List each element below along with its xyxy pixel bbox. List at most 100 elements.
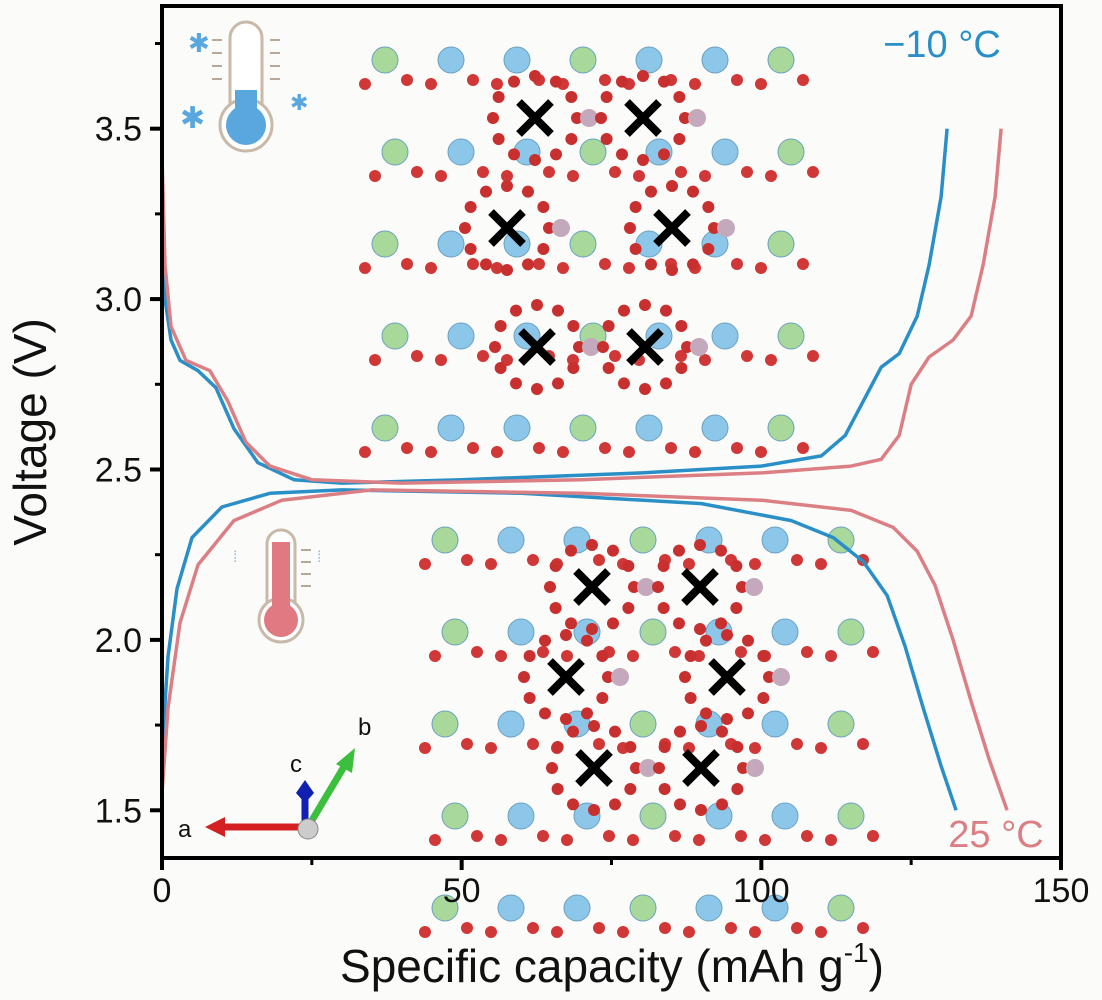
atom — [827, 526, 855, 554]
atom — [837, 802, 865, 830]
series-line-0 — [160, 128, 949, 485]
oxygen-atom — [675, 166, 687, 178]
crystal-structure — [419, 526, 879, 938]
oxygen-atom — [510, 304, 522, 317]
oxygen-atom — [687, 258, 699, 271]
oxygen-atom — [595, 112, 607, 124]
ticks: 0 50 100 150 1.5 2.0 2.5 3.0 3.5 — [95, 41, 1089, 910]
x-tick-label: 100 — [733, 872, 790, 910]
atom — [761, 526, 789, 554]
atom — [629, 894, 657, 922]
oxygen-atom — [492, 91, 505, 103]
atom — [761, 710, 789, 738]
oxygen-atom — [602, 362, 615, 374]
oxygen-atom — [467, 74, 479, 86]
oxygen-atom — [607, 544, 619, 557]
oxygen-atom — [518, 671, 530, 683]
oxygen-atom — [471, 646, 483, 658]
oxygen-atom — [627, 650, 639, 662]
oxygen-atom — [684, 650, 697, 662]
crystal-axis-triad: a b c — [178, 714, 371, 843]
oxygen-atom — [673, 133, 686, 145]
oxygen-atom — [616, 75, 628, 88]
atom — [563, 894, 591, 922]
atom — [447, 138, 475, 166]
atom — [431, 526, 459, 554]
oxygen-atom — [622, 602, 635, 614]
atom — [690, 338, 708, 356]
y-tick-label: 3.0 — [95, 281, 142, 319]
svg-text:⁞: ⁞ — [233, 549, 237, 566]
oxygen-atom — [359, 262, 371, 274]
oxygen-atom — [573, 341, 585, 353]
atom — [381, 138, 409, 166]
atom — [637, 578, 655, 596]
oxygen-atom — [607, 617, 619, 630]
oxygen-atom — [797, 258, 809, 270]
oxygen-atom — [807, 166, 819, 178]
oxygen-atom — [675, 350, 687, 362]
oxygen-atom — [459, 222, 471, 234]
oxygen-atom — [527, 922, 539, 934]
oxygen-atom — [702, 243, 715, 255]
oxygen-atom — [623, 446, 635, 458]
oxygen-atom — [551, 783, 564, 795]
oxygen-atom — [731, 783, 744, 795]
oxygen-atom — [694, 623, 706, 635]
oxygen-atom — [501, 180, 513, 192]
oxygen-atom — [539, 707, 551, 720]
oxygen-atom — [485, 558, 497, 570]
oxygen-atom — [600, 91, 613, 103]
oxygen-atom — [660, 377, 672, 390]
oxygen-atom — [658, 75, 670, 88]
oxygen-atom — [581, 707, 593, 720]
oxygen-atom — [624, 222, 636, 234]
oxygen-atom — [623, 262, 635, 274]
oxygen-atom — [715, 617, 727, 630]
oxygen-atom — [602, 671, 614, 683]
oxygen-atom — [624, 783, 637, 795]
atom — [371, 414, 399, 442]
oxygen-atom — [593, 922, 605, 934]
oxygen-atom — [666, 264, 678, 276]
oxygen-atom — [618, 304, 630, 317]
b-axis-arrow-icon — [336, 748, 355, 773]
oxygen-atom — [508, 148, 520, 161]
oxygen-atom — [501, 170, 513, 182]
oxygen-atom — [565, 617, 577, 630]
oxygen-atom — [679, 112, 691, 124]
oxygen-atom — [674, 798, 686, 811]
oxygen-atom — [533, 258, 545, 270]
atom — [552, 219, 570, 237]
axis-label-b: b — [358, 714, 371, 741]
atom — [437, 230, 465, 258]
oxygen-atom — [628, 581, 640, 593]
oxygen-atom — [586, 623, 598, 635]
oxygen-atom — [489, 341, 501, 353]
axis-label-c: c — [290, 751, 302, 778]
oxygen-atom — [359, 78, 371, 90]
oxygen-atom — [477, 350, 489, 362]
oxygen-atom — [567, 798, 579, 811]
oxygen-atom — [539, 634, 551, 647]
oxygen-atom — [693, 834, 705, 846]
oxygen-atom — [715, 544, 727, 557]
oxygen-atom — [501, 264, 513, 276]
oxygen-atom — [480, 258, 492, 271]
oxygen-atom — [557, 446, 569, 458]
atom — [827, 894, 855, 922]
atom — [771, 618, 799, 646]
atom — [507, 618, 535, 646]
vacancy-x-icon — [488, 209, 526, 247]
oxygen-atom — [425, 262, 437, 274]
atom — [381, 322, 409, 350]
oxygen-atom — [755, 446, 767, 458]
atom — [777, 322, 805, 350]
oxygen-atom — [669, 830, 681, 842]
oxygen-atom — [639, 383, 651, 395]
axis-label-a: a — [178, 816, 192, 843]
oxygen-atom — [618, 377, 630, 390]
oxygen-atom — [494, 320, 507, 332]
oxygen-atom — [683, 926, 695, 938]
oxygen-atom — [609, 166, 621, 178]
